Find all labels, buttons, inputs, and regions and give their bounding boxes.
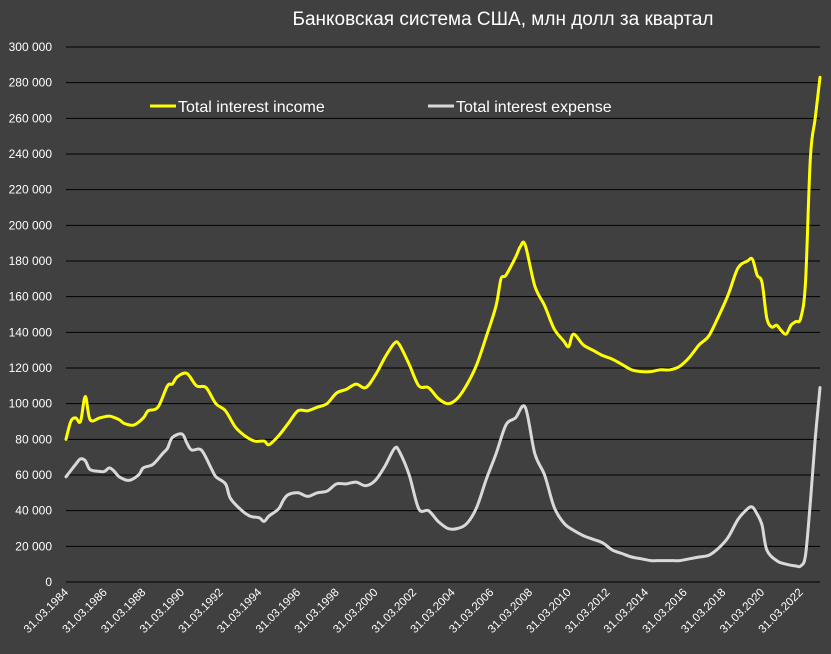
y-tick-label: 40 000 [15,504,52,518]
y-tick-label: 140 000 [9,325,53,339]
legend-label-1: Total interest income [178,99,325,116]
y-tick-label: 200 000 [9,218,53,232]
y-tick-label: 120 000 [9,361,53,375]
gridlines [66,46,820,583]
y-tick-label: 180 000 [9,254,53,268]
legend-label-2: Total interest expense [456,99,612,116]
y-tick-label: 220 000 [9,183,53,197]
y-tick-label: 300 000 [9,40,53,54]
y-tick-label: 20 000 [15,539,52,553]
y-tick-label: 60 000 [15,468,52,482]
y-tick-label: 280 000 [9,76,53,90]
y-tick-label: 100 000 [9,397,53,411]
series-line-2 [64,386,822,569]
y-tick-label: 160 000 [9,290,53,304]
y-tick-label: 0 [45,575,52,589]
y-axis-tick-labels: 0 20 000 40 000 60 000 80 000 100 000 120 000 1… [9,40,53,589]
legend: Total interest income Total interest expe… [150,99,612,116]
y-tick-label: 260 000 [9,111,53,125]
series-lines [64,75,822,569]
chart-title: Банковская система США, млн долл за квар… [292,9,713,30]
series-line-1 [64,75,822,447]
y-tick-label: 240 000 [9,147,53,161]
y-tick-label: 80 000 [15,432,52,446]
